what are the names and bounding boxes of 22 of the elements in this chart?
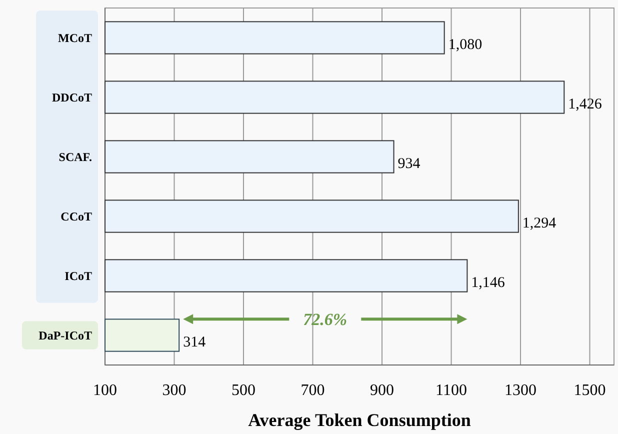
y-tick-label: SCAF.: [58, 150, 92, 164]
x-tick-label: 700: [300, 382, 325, 399]
y-tick-label: DaP-ICoT: [38, 328, 92, 342]
x-tick-label: 900: [370, 382, 394, 399]
x-tick-label: 300: [162, 382, 186, 399]
x-tick-label: 1500: [574, 382, 606, 399]
data-label: 1,080: [448, 37, 482, 53]
data-label: 934: [398, 156, 421, 172]
y-tick-label: MCoT: [58, 30, 92, 45]
x-tick-label: 1300: [504, 382, 537, 399]
x-tick-label: 1100: [436, 382, 467, 399]
data-label: 1,146: [471, 275, 506, 291]
data-label: 1,426: [568, 96, 602, 112]
annotation: 72.6%: [303, 310, 348, 330]
x-tick-label: 500: [232, 382, 256, 399]
x-axis-title: Average Token Consumption: [248, 410, 471, 430]
y-tick-label: CCoT: [60, 209, 92, 224]
y-tick-label: ICoT: [64, 268, 92, 283]
data-label: 1,294: [522, 216, 557, 232]
data-label: 314: [183, 334, 206, 350]
x-tick-label: 100: [93, 382, 117, 399]
y-tick-label: DDCoT: [52, 90, 92, 104]
